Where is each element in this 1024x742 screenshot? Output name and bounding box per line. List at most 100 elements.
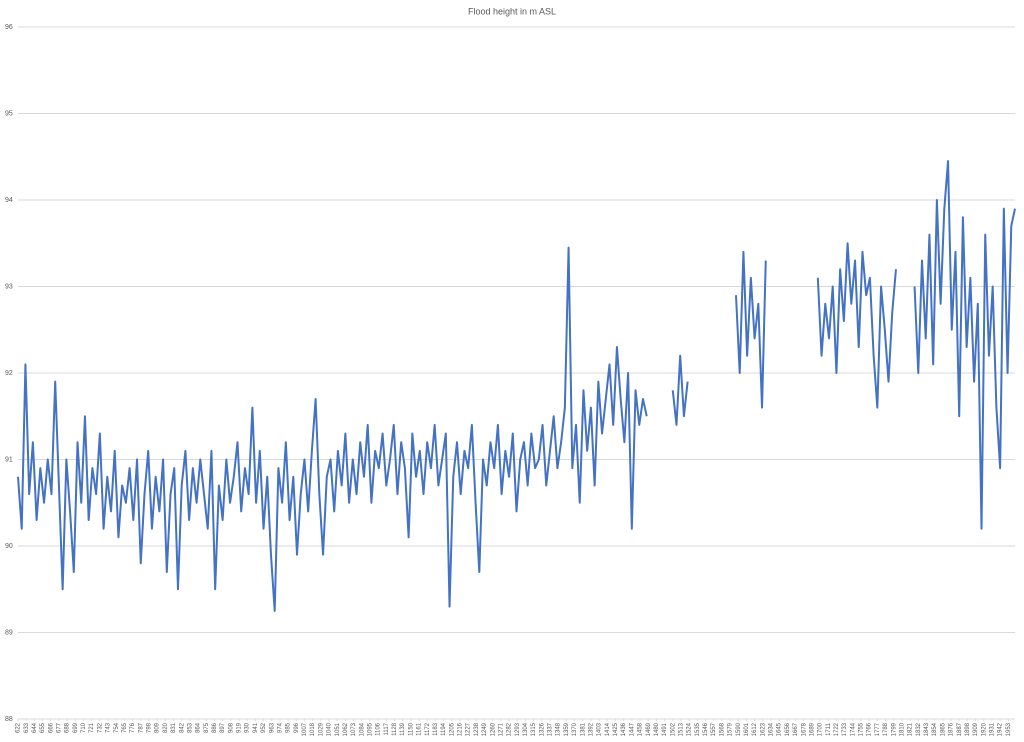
x-tick-label: 1172 (425, 722, 431, 736)
x-tick-label: 930 (245, 722, 251, 733)
x-tick-label: 1711 (826, 722, 832, 736)
x-tick-label: 655 (40, 722, 46, 733)
x-tick-label: 1304 (523, 722, 529, 736)
x-tick-label: 1623 (760, 722, 766, 736)
x-tick-label: 1634 (769, 722, 775, 736)
x-tick-label: 1227 (466, 722, 472, 736)
x-tick-label: 1843 (924, 722, 930, 736)
x-tick-label: 622 (16, 722, 22, 733)
x-tick-label: 677 (56, 722, 62, 733)
y-tick-label: 88 (5, 716, 13, 723)
y-tick-label: 96 (5, 24, 13, 31)
x-tick-label: 732 (97, 722, 103, 733)
x-tick-label: 1535 (695, 722, 701, 736)
x-tick-label: 1689 (809, 722, 815, 736)
x-tick-label: 1645 (777, 722, 783, 736)
x-tick-label: 644 (32, 722, 38, 733)
x-tick-label: 1810 (899, 722, 905, 736)
x-tick-label: 1524 (687, 722, 693, 736)
x-tick-label: 633 (24, 722, 30, 733)
x-tick-label: 754 (114, 722, 120, 733)
x-tick-label: 1832 (916, 722, 922, 736)
x-tick-label: 798 (147, 722, 153, 733)
x-tick-label: 1381 (580, 722, 586, 736)
x-tick-label: 1139 (400, 722, 406, 736)
x-tick-label: 1370 (572, 722, 578, 736)
x-tick-label: 1733 (842, 722, 848, 736)
x-tick-label: 1590 (736, 722, 742, 736)
x-tick-label: 1821 (908, 722, 914, 736)
x-tick-label: 1700 (818, 722, 824, 736)
x-tick-label: 1722 (834, 722, 840, 736)
x-tick-label: 1865 (940, 722, 946, 736)
x-tick-label: 1480 (654, 722, 660, 736)
x-tick-label: 1491 (662, 722, 668, 736)
x-tick-label: 1854 (932, 722, 938, 736)
chart-title: Flood height in m ASL (468, 6, 556, 16)
x-tick-label: 1513 (679, 722, 685, 736)
x-tick-label: 1777 (875, 722, 881, 736)
x-tick-label: 1018 (310, 722, 316, 736)
x-tick-label: 1876 (949, 722, 955, 736)
x-tick-label: 1007 (302, 722, 308, 736)
x-tick-label: 1799 (891, 722, 897, 736)
x-tick-label: 985 (286, 722, 292, 733)
x-tick-label: 765 (122, 722, 128, 733)
x-tick-label: 1216 (458, 722, 464, 736)
x-tick-label: 1403 (597, 722, 603, 736)
x-tick-label: 908 (228, 722, 234, 733)
y-tick-label: 91 (5, 456, 13, 463)
x-tick-label: 1425 (613, 722, 619, 736)
x-tick-label: 897 (220, 722, 226, 733)
y-tick-label: 93 (5, 283, 13, 290)
x-tick-label: 864 (196, 722, 202, 733)
x-tick-label: 1117 (384, 722, 390, 735)
x-tick-label: 1293 (515, 722, 521, 736)
x-tick-label: 1194 (441, 722, 447, 736)
x-tick-label: 1931 (990, 722, 996, 736)
y-tick-label: 89 (5, 629, 13, 636)
x-tick-label: 1667 (793, 722, 799, 736)
x-tick-label: 1656 (785, 722, 791, 736)
x-tick-label: 919 (237, 722, 243, 733)
x-tick-label: 1062 (343, 722, 349, 736)
x-tick-label: 1579 (728, 722, 734, 736)
x-tick-label: 1568 (719, 722, 725, 736)
x-tick-label: 831 (171, 722, 177, 733)
x-tick-label: 743 (106, 722, 112, 733)
x-tick-label: 1447 (629, 722, 635, 736)
x-tick-label: 1414 (605, 722, 611, 736)
x-tick-label: 941 (253, 722, 259, 733)
x-tick-label: 710 (81, 722, 87, 733)
x-tick-label: 776 (130, 722, 136, 733)
x-tick-label: 1766 (867, 722, 873, 736)
x-tick-label: 1249 (482, 722, 488, 736)
x-tick-label: 1953 (1006, 722, 1012, 736)
x-tick-label: 1084 (359, 722, 365, 736)
x-tick-label: 1755 (859, 722, 865, 736)
x-tick-label: 1161 (417, 722, 423, 736)
x-tick-label: 1271 (498, 722, 504, 736)
x-tick-label: 1546 (703, 722, 709, 736)
x-tick-label: 809 (155, 722, 161, 733)
x-tick-label: 1392 (588, 722, 594, 736)
x-tick-label: 1040 (327, 722, 333, 736)
x-tick-label: 1612 (752, 722, 758, 736)
x-tick-label: 1502 (670, 722, 676, 736)
x-tick-label: 1887 (957, 722, 963, 736)
x-tick-label: 1106 (376, 722, 382, 736)
y-tick-label: 92 (5, 370, 13, 377)
x-tick-label: 974 (277, 722, 283, 733)
x-tick-label: 1436 (621, 722, 627, 736)
x-tick-label: 666 (48, 722, 54, 733)
x-tick-label: 1744 (850, 722, 856, 736)
x-tick-label: 721 (89, 722, 95, 733)
x-tick-label: 875 (204, 722, 210, 733)
y-tick-label: 94 (5, 197, 13, 204)
x-tick-label: 842 (179, 722, 185, 733)
x-tick-label: 1788 (883, 722, 889, 736)
x-tick-label: 1678 (801, 722, 807, 736)
x-tick-label: 787 (138, 722, 144, 733)
x-tick-label: 1029 (318, 722, 324, 736)
